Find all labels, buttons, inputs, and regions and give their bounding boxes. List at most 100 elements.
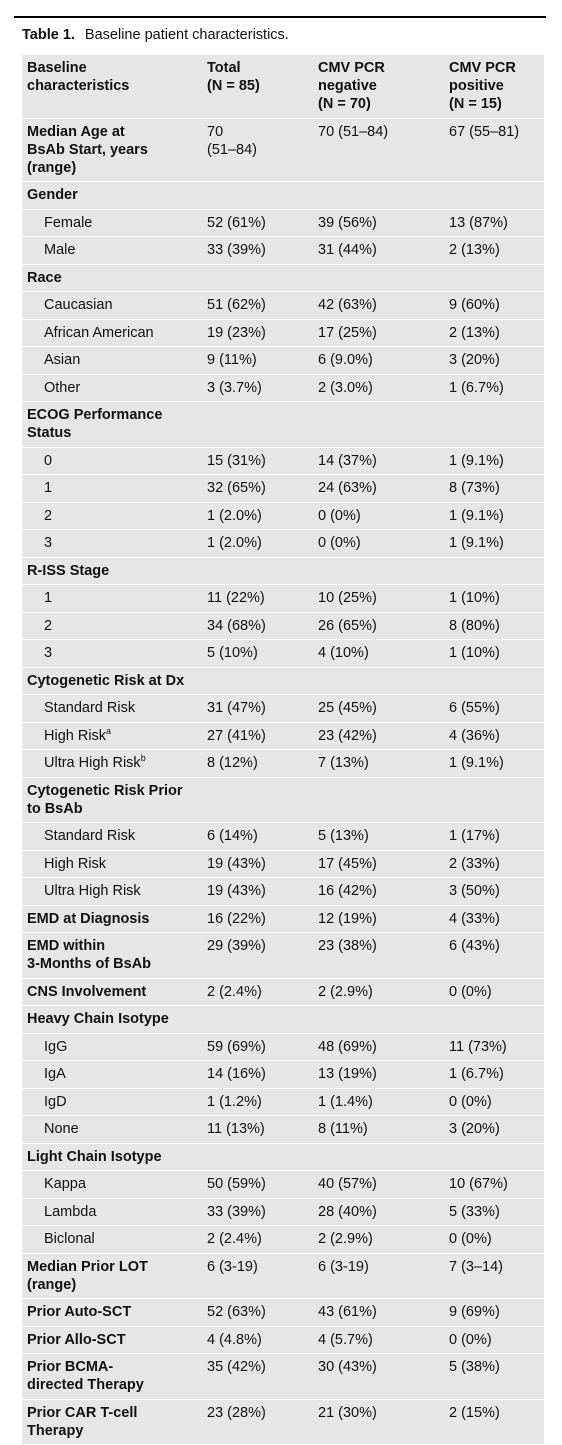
value-cell: 1 (1.4%)	[313, 1089, 444, 1117]
cell-text: 5 (38%)	[449, 1358, 540, 1376]
label-cell: Gender	[22, 182, 202, 210]
label-cell: Lambda	[22, 1199, 202, 1227]
label-cell: 2	[22, 613, 202, 641]
cell-text: 9 (69%)	[449, 1303, 540, 1321]
value-cell: 10 (25%)	[313, 585, 444, 613]
value-cell: 0 (0%)	[444, 1226, 544, 1254]
cell-text: 25 (45%)	[318, 699, 440, 717]
value-cell: 10 (67%)	[444, 1171, 544, 1199]
value-cell: 4 (36%)	[444, 723, 544, 751]
value-cell: 52 (63%)	[202, 1299, 313, 1327]
cell-text: R-ISS Stage	[27, 562, 198, 580]
empty-cell	[202, 668, 544, 696]
cell-text: 6 (55%)	[449, 699, 540, 717]
cell-line: Median Age at	[27, 123, 198, 141]
cell-text: Biclonal	[44, 1230, 198, 1248]
cell-text: ECOG Performance Status	[27, 406, 198, 442]
cell-line: Prior CAR T-cell	[27, 1404, 198, 1422]
cell-text: 3 (50%)	[449, 882, 540, 900]
label-cell: High Risk	[22, 851, 202, 879]
value-cell: 8 (73%)	[444, 475, 544, 503]
label-cell: 1	[22, 475, 202, 503]
cell-text: 34 (68%)	[207, 617, 309, 635]
cell-text: Light Chain Isotype	[27, 1148, 198, 1166]
value-cell: 1 (2.0%)	[202, 530, 313, 558]
cell-text: Kappa	[44, 1175, 198, 1193]
value-cell: 23 (38%)	[313, 933, 444, 979]
value-cell: 1 (10%)	[444, 585, 544, 613]
label-cell: None	[22, 1116, 202, 1144]
cell-text: 0 (0%)	[449, 1093, 540, 1111]
cell-text: 4 (4.8%)	[207, 1331, 309, 1349]
label-cell: High Riska	[22, 723, 202, 751]
value-cell: 8 (80%)	[444, 613, 544, 641]
group-row: Race	[22, 265, 544, 293]
value-cell: 12 (19%)	[313, 906, 444, 934]
cell-text: 1 (17%)	[449, 827, 540, 845]
label-cell: Standard Risk	[22, 695, 202, 723]
cell-line: 70	[207, 123, 309, 141]
cell-text: Female	[44, 214, 198, 232]
label-cell: Ultra High Risk	[22, 878, 202, 906]
value-cell: 0 (0%)	[313, 530, 444, 558]
cell-text: 1	[44, 479, 198, 497]
cell-text: 4 (5.7%)	[318, 1331, 440, 1349]
cell-text: 1 (6.7%)	[449, 1065, 540, 1083]
table-title: Table 1.Baseline patient characteristics…	[22, 27, 289, 43]
value-cell: 35 (42%)	[202, 1354, 313, 1400]
group-row: Light Chain Isotype	[22, 1144, 544, 1172]
cell-line: (N = 85)	[207, 77, 309, 95]
top-rule	[14, 16, 546, 18]
table-label: Table 1.	[22, 27, 75, 43]
cell-text: 0 (0%)	[318, 534, 440, 552]
cell-text: 2 (33%)	[449, 855, 540, 873]
value-cell: 34 (68%)	[202, 613, 313, 641]
value-cell: 6 (3-19)	[202, 1254, 313, 1300]
value-cell: 33 (39%)	[202, 237, 313, 265]
value-cell: 5 (33%)	[444, 1199, 544, 1227]
empty-cell	[202, 558, 544, 586]
cell-text: 13 (19%)	[318, 1065, 440, 1083]
group-row: ECOG Performance Status	[22, 402, 544, 448]
empty-cell	[202, 1144, 544, 1172]
cell-text: 7 (3–14)	[449, 1258, 540, 1276]
page: Table 1.Baseline patient characteristics…	[0, 0, 562, 1388]
cell-text: 19 (43%)	[207, 882, 309, 900]
value-cell: 5 (10%)	[202, 640, 313, 668]
cell-text: 0 (0%)	[449, 983, 540, 1001]
value-cell: 2 (2.4%)	[202, 1226, 313, 1254]
label-cell: Prior Auto-SCT	[22, 1299, 202, 1327]
value-cell: 11 (13%)	[202, 1116, 313, 1144]
cell-text: 1 (9.1%)	[449, 534, 540, 552]
cell-text: 3 (20%)	[449, 1120, 540, 1138]
cell-line: EMD within	[27, 937, 198, 955]
cell-text: 2 (13%)	[449, 324, 540, 342]
value-cell: 9 (60%)	[444, 292, 544, 320]
label-cell: 3	[22, 530, 202, 558]
value-cell: 11 (73%)	[444, 1034, 544, 1062]
value-cell: 59 (69%)	[202, 1034, 313, 1062]
value-cell: 23 (28%)	[202, 1400, 313, 1445]
value-cell: 15 (31%)	[202, 448, 313, 476]
cell-line: (N = 15)	[449, 95, 540, 113]
value-cell: 1 (17%)	[444, 823, 544, 851]
cell-text: 8 (11%)	[318, 1120, 440, 1138]
label-cell: Race	[22, 265, 202, 293]
cell-text: 1 (2.0%)	[207, 507, 309, 525]
cell-line: positive	[449, 77, 540, 95]
value-cell: 2 (13%)	[444, 237, 544, 265]
cell-line: CMV PCR	[449, 59, 540, 77]
cell-text: Cytogenetic Risk at Dx	[27, 672, 198, 690]
label-cell: Light Chain Isotype	[22, 1144, 202, 1172]
